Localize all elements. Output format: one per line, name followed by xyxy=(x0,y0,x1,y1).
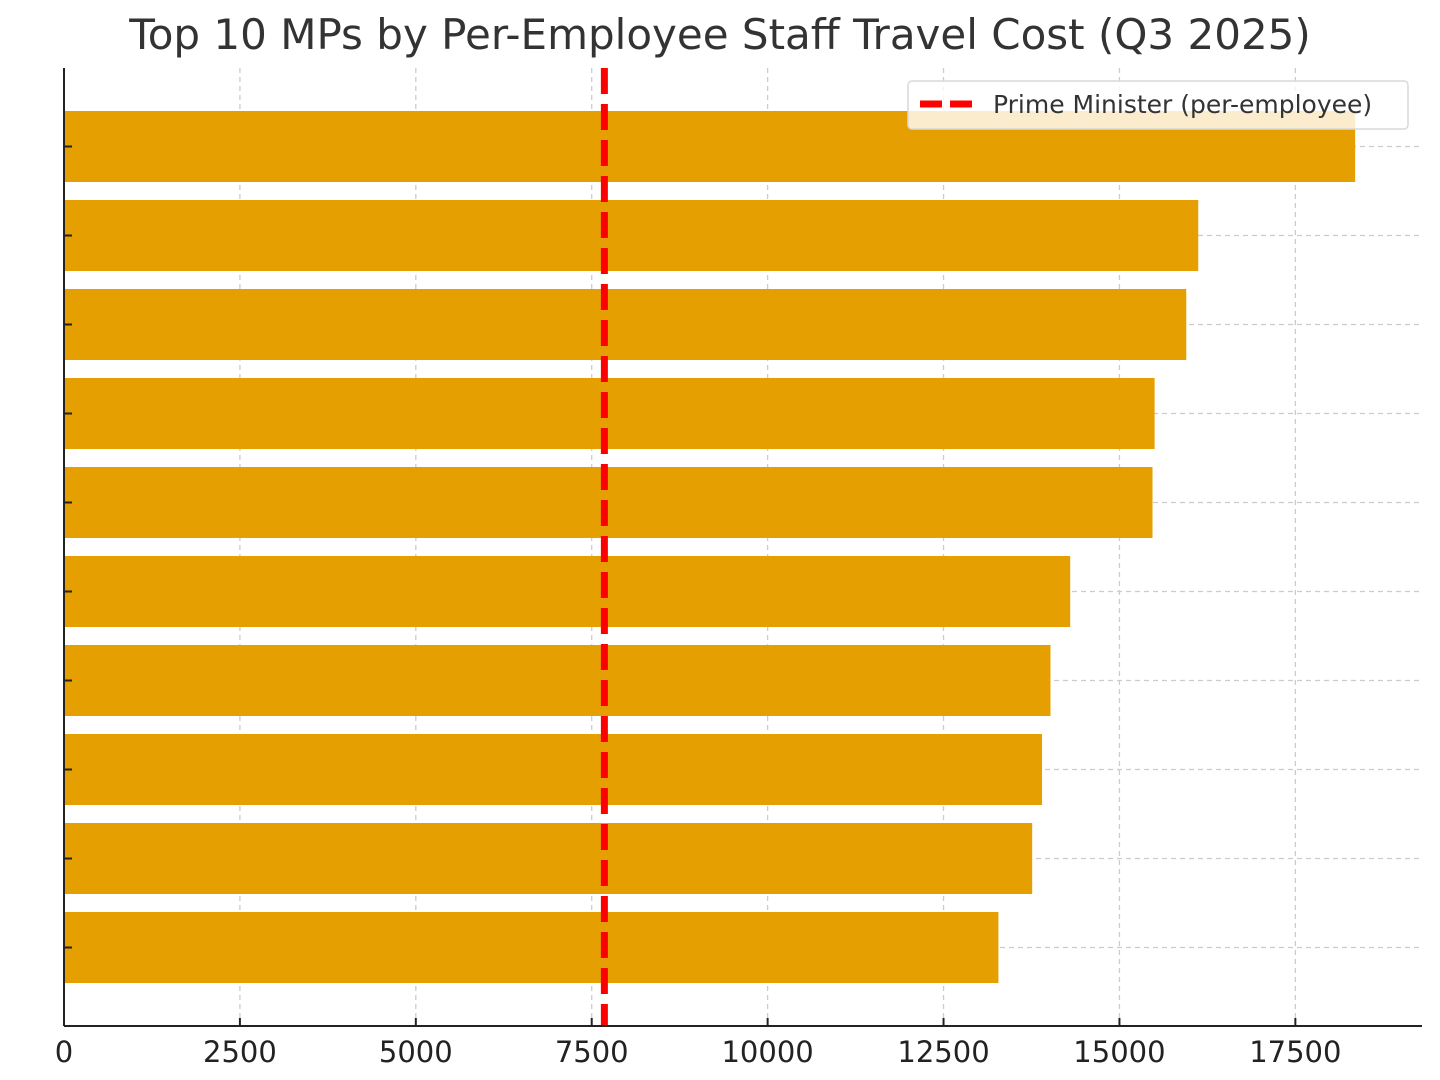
bar xyxy=(64,734,1043,805)
legend: Prime Minister (per-employee) xyxy=(907,80,1409,130)
x-tick-label: 0 xyxy=(55,1035,73,1069)
bars xyxy=(64,111,1356,983)
bar xyxy=(64,467,1153,538)
bar xyxy=(64,823,1033,894)
x-tick-label: 2500 xyxy=(203,1035,277,1069)
axes: 0 2500 5000 7500 10000 12500 15000 17500 xyxy=(55,68,1422,1069)
bar xyxy=(64,556,1071,627)
x-tick-label: 17500 xyxy=(1249,1035,1341,1069)
legend-box xyxy=(907,80,1409,130)
bar xyxy=(64,645,1051,716)
x-tick-label: 5000 xyxy=(379,1035,453,1069)
x-tick-label: 10000 xyxy=(721,1035,813,1069)
x-tick-label: 12500 xyxy=(897,1035,989,1069)
x-tick-label: 7500 xyxy=(555,1035,629,1069)
legend-label: Prime Minister (per-employee) xyxy=(993,90,1372,119)
bar xyxy=(64,200,1199,271)
bar xyxy=(64,378,1155,449)
chart-title: Top 10 MPs by Per-Employee Staff Travel … xyxy=(129,10,1311,59)
bar xyxy=(64,289,1187,360)
x-tick-label: 15000 xyxy=(1073,1035,1165,1069)
bar xyxy=(64,912,999,983)
